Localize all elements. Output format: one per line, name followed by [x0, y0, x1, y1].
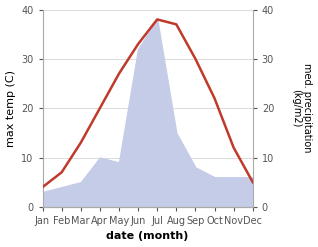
Y-axis label: med. precipitation
(kg/m2): med. precipitation (kg/m2)	[291, 63, 313, 153]
Y-axis label: max temp (C): max temp (C)	[5, 70, 16, 147]
X-axis label: date (month): date (month)	[107, 231, 189, 242]
